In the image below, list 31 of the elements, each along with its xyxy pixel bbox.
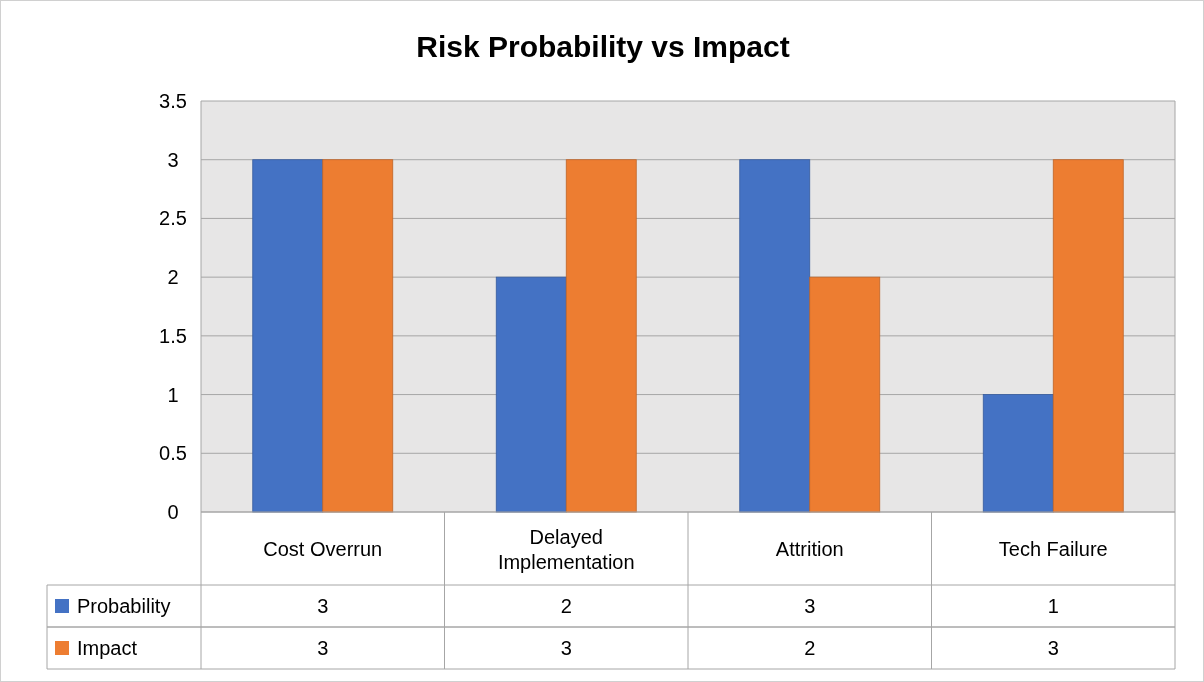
y-tick-label: 3 — [167, 148, 179, 171]
bar — [565, 159, 637, 513]
y-tick-label: 2.5 — [159, 207, 187, 230]
bar — [252, 159, 324, 513]
x-tick-label: Delayed Implementation — [497, 525, 635, 573]
data-label: 3 — [1047, 637, 1059, 659]
bar — [982, 394, 1054, 513]
y-tick-label: 3.5 — [159, 90, 187, 112]
data-label: 3 — [804, 595, 816, 617]
y-tick-label: 1 — [167, 383, 179, 406]
bar — [495, 276, 567, 513]
legend-label: Impact — [77, 637, 138, 659]
data-label: 2 — [560, 595, 572, 617]
bar — [809, 276, 881, 513]
legend-label: Probability — [77, 595, 171, 617]
bar — [739, 159, 811, 513]
x-tick-label: Attrition — [775, 537, 844, 560]
x-tick-label: Tech Failure — [998, 537, 1108, 560]
data-label: 2 — [804, 637, 816, 659]
y-tick-label: 2 — [167, 266, 179, 289]
data-label: 1 — [1047, 595, 1059, 617]
y-tick-label: 1.5 — [159, 324, 187, 347]
data-label: 3 — [317, 595, 329, 617]
y-tick-label: 0.5 — [159, 442, 187, 465]
data-label: 3 — [560, 637, 572, 659]
data-label: 3 — [317, 637, 329, 659]
bar — [1052, 159, 1124, 513]
x-tick-label: Cost Overrun — [263, 537, 383, 560]
y-tick-label: 0 — [167, 501, 179, 523]
chart-title: Risk Probability vs Impact — [416, 30, 790, 63]
bar — [322, 159, 394, 513]
